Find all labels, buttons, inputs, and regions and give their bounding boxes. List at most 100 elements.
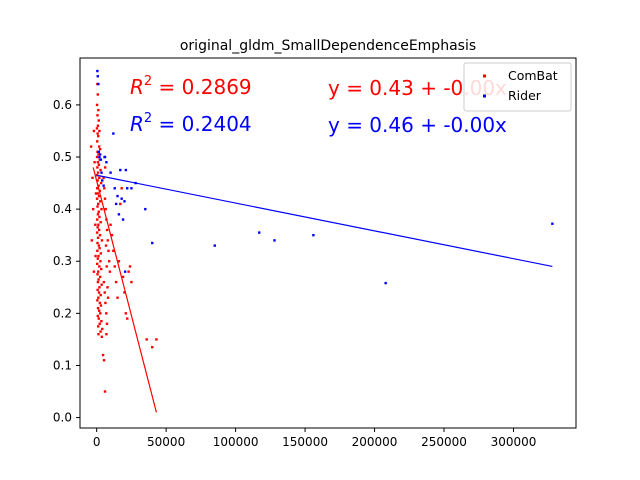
combat-point — [96, 187, 99, 190]
combat-point — [112, 249, 115, 253]
combat-point — [97, 184, 100, 187]
combat-point — [95, 103, 99, 107]
combat-point — [114, 280, 118, 284]
x-tick-label: 200000 — [352, 435, 398, 449]
x-tick-label: 0 — [93, 435, 101, 449]
y-tick-label: 0.0 — [53, 411, 72, 425]
chart-title: original_gldm_SmallDependenceEmphasis — [180, 38, 476, 54]
combat-point — [94, 192, 98, 195]
combat-point — [94, 254, 97, 258]
rider-point — [114, 202, 118, 206]
combat-point — [108, 270, 112, 273]
combat-point — [97, 325, 100, 328]
combat-point — [97, 296, 100, 299]
combat-point — [99, 260, 102, 263]
combat-point — [105, 312, 108, 315]
combat-point — [102, 280, 106, 284]
rider-point — [116, 194, 119, 198]
combat-point — [130, 280, 133, 284]
combat-point — [145, 338, 148, 341]
combat-point — [104, 207, 107, 211]
combat-point — [121, 275, 125, 279]
combat-point — [105, 265, 108, 268]
regression-equation: y = 0.46 + -0.00x — [328, 113, 507, 137]
combat-point — [100, 319, 103, 323]
combat-point — [99, 293, 102, 297]
combat-point — [98, 215, 101, 219]
combat-point — [107, 249, 110, 253]
combat-point — [96, 140, 99, 143]
combat-point — [96, 241, 99, 245]
rider-point — [120, 197, 123, 200]
legend-label-rider: Rider — [508, 88, 542, 103]
rider-point — [151, 241, 154, 245]
rider-point — [96, 69, 99, 73]
y-tick-label: 0.1 — [53, 358, 72, 372]
rider-point — [100, 171, 103, 174]
x-axis: 0 50000 100000 150000 200000 250000 300000 — [93, 428, 537, 449]
legend-label-combat: ComBat — [508, 68, 558, 83]
combat-point — [100, 207, 103, 211]
x-tick-label: 50000 — [147, 435, 185, 449]
combat-point — [104, 301, 107, 305]
rider-point — [124, 168, 128, 172]
rider-point — [273, 239, 276, 242]
combat-point — [98, 233, 102, 237]
x-tick-label: 300000 — [491, 435, 537, 449]
rider-point — [123, 270, 127, 273]
rider-point — [102, 184, 105, 187]
combat-point — [98, 322, 101, 325]
plot-area-frame — [79, 57, 577, 429]
combat-point — [128, 265, 132, 268]
combat-point — [99, 220, 102, 224]
combat-point — [105, 332, 108, 336]
combat-point — [96, 213, 100, 216]
combat-point — [124, 312, 128, 315]
rider-point — [112, 132, 115, 135]
combat-point — [96, 218, 99, 221]
combat-point — [97, 153, 100, 156]
legend-marker-rider — [483, 94, 486, 98]
combat-point — [96, 114, 99, 117]
rider-fit-line — [96, 174, 553, 268]
combat-point — [97, 223, 100, 226]
rider-point — [130, 187, 133, 190]
rider-point — [119, 168, 122, 172]
combat-point — [96, 192, 99, 195]
combat-fit-line — [92, 167, 157, 413]
combat-point — [98, 147, 102, 151]
combat-point — [97, 108, 100, 112]
combat-point — [96, 249, 99, 253]
combat-point — [98, 129, 101, 133]
combat-point — [97, 332, 100, 336]
combat-point — [97, 145, 101, 148]
combat-point — [155, 338, 158, 341]
combat-point — [96, 273, 99, 276]
rider-point — [96, 75, 99, 78]
combat-point — [96, 171, 100, 174]
x-tick-label: 150000 — [282, 435, 328, 449]
combat-point — [92, 129, 96, 133]
combat-point — [97, 270, 100, 273]
rider-point — [99, 158, 103, 161]
combat-point — [97, 134, 100, 138]
combat-point — [96, 166, 99, 169]
combat-point — [97, 194, 101, 198]
combat-point — [99, 181, 103, 185]
combat-point — [100, 283, 103, 286]
combat-point — [95, 155, 99, 159]
rider-point — [113, 187, 116, 190]
plot-marks — [89, 69, 554, 413]
combat-point — [96, 226, 99, 229]
combat-point — [96, 150, 99, 154]
combat-point — [97, 228, 101, 232]
combat-point — [99, 168, 102, 172]
combat-point — [95, 127, 99, 130]
rider-point — [98, 153, 102, 156]
rider-point — [117, 213, 121, 216]
x-tick-label: 250000 — [421, 435, 467, 449]
combat-point — [97, 119, 100, 122]
combat-point — [116, 296, 119, 299]
y-tick-label: 0.6 — [53, 98, 72, 112]
